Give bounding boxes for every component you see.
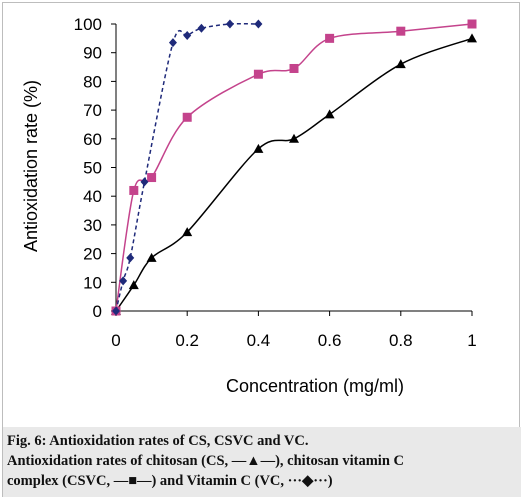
y-tick-label: 40 [83, 187, 102, 206]
data-point [129, 185, 139, 195]
data-point [182, 227, 193, 237]
y-tick-label: 90 [83, 44, 102, 63]
y-tick-label: 70 [83, 101, 102, 120]
data-point [225, 19, 234, 29]
data-point [289, 63, 299, 73]
data-point [289, 133, 299, 143]
data-point [128, 280, 139, 290]
data-point [467, 19, 477, 29]
data-point [325, 33, 335, 43]
y-tick-label: 100 [74, 15, 102, 34]
data-point [168, 38, 177, 48]
data-point [467, 33, 477, 43]
data-point [183, 30, 192, 40]
y-tick-label: 80 [83, 72, 102, 91]
data-point [119, 276, 128, 286]
caption-title: Fig. 6: Antioxidation rates of CS, CSVC … [7, 433, 309, 449]
series-diamond [112, 19, 263, 316]
data-point [324, 109, 335, 119]
antioxidation-chart: 0 10 20 30 40 50 60 70 80 90 100 0 0.2 0.4 0.6 0.8 1 Con… [21, 15, 477, 396]
data-point [146, 252, 157, 262]
data-point [253, 69, 263, 79]
data-point [254, 19, 263, 29]
x-tick-label: 1 [467, 331, 476, 350]
data-point [253, 143, 264, 153]
y-tick-label: 10 [83, 273, 102, 292]
x-tick-label: 0.4 [247, 331, 271, 350]
y-axis-title: Antioxidation rate (%) [21, 80, 41, 252]
y-tick-label: 30 [83, 216, 102, 235]
figure-caption: Fig. 6: Antioxidation rates of CS, CSVC … [3, 427, 521, 497]
data-point [395, 59, 406, 69]
data-point [197, 23, 206, 33]
x-tick-label: 0.6 [318, 331, 342, 350]
x-axis-title: Concentration (mg/ml) [226, 376, 404, 396]
data-point [396, 26, 406, 36]
ticks: 0 10 20 30 40 50 60 70 80 90 100 0 0.2 0.4 0.6 0.8 1 [74, 15, 477, 350]
y-tick-label: 20 [83, 245, 102, 264]
series-square [111, 19, 477, 316]
caption-line-2: Antioxidation rates of chitosan (CS, —▲—… [7, 453, 405, 469]
data-point [126, 253, 135, 263]
y-tick-label: 50 [83, 159, 102, 178]
caption-line-3: complex (CSVC, —■—) and Vitamin C (VC, ·… [7, 473, 333, 489]
y-tick-label: 0 [93, 302, 102, 321]
y-tick-label: 60 [83, 130, 102, 149]
series-line [115, 22, 259, 312]
x-tick-label: 0.2 [175, 331, 199, 350]
data-point [112, 306, 120, 316]
data-point [140, 177, 149, 187]
data-point [182, 112, 192, 122]
series-layer [111, 19, 477, 316]
x-tick-label: 0.8 [389, 331, 413, 350]
data-point [147, 173, 157, 183]
series-line [115, 37, 473, 312]
x-tick-label: 0 [111, 331, 120, 350]
